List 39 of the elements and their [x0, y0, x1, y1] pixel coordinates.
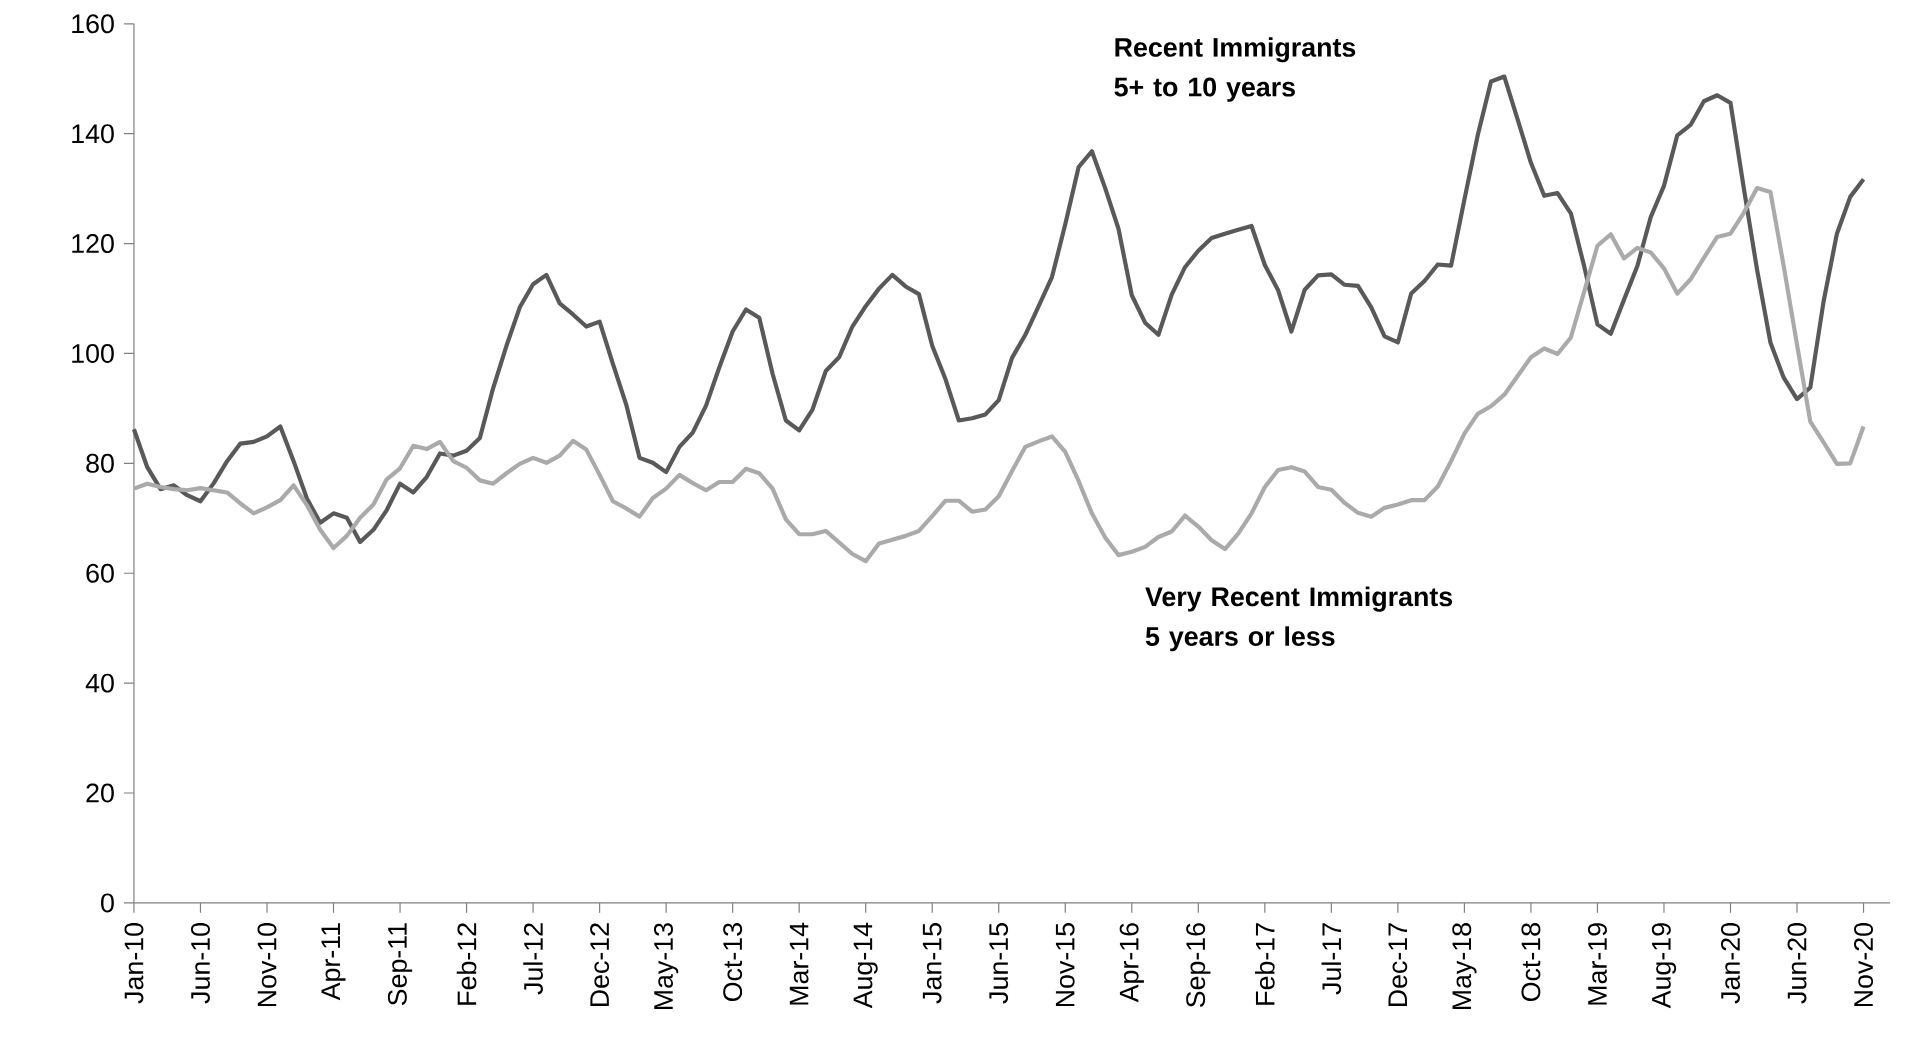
x-tick-label: Feb-17 — [1254, 923, 1275, 1005]
x-tick-label: Aug-14 — [853, 922, 878, 1009]
x-tick-label: Apr-16 — [1119, 923, 1144, 1003]
x-tick-label: Jan-10 — [124, 923, 144, 1004]
y-tick-label: 160 — [72, 14, 114, 34]
x-tick-label: Jun-20 — [1787, 923, 1807, 1004]
x-tick-label: Jan-15 — [922, 923, 942, 1004]
x-tick-label: Jul-12 — [523, 923, 543, 995]
y-tick-label: 140 — [72, 124, 114, 144]
x-tick-label: Sep-11 — [387, 923, 413, 1006]
x-tick-label: Oct-18 — [1521, 923, 1541, 1002]
y-tick-label: 20 — [86, 783, 114, 803]
x-tick-label: Aug-19 — [1651, 923, 1677, 1009]
x-tick-label: Jun-10 — [190, 923, 210, 1004]
x-tick-label: Oct-13 — [723, 923, 743, 1002]
x-tick-label: Dec-12 — [590, 923, 610, 1007]
x-tick-label: Nov-10 — [257, 923, 277, 1007]
x-tick-label: Feb-12 — [456, 923, 477, 1005]
x-tick-label: Mar-19 — [1587, 923, 1607, 1005]
x-tick-label: Apr-11 — [321, 923, 346, 1001]
x-tick-label: May-13 — [654, 923, 679, 1010]
x-tick-label: Nov-15 — [1055, 923, 1075, 1007]
x-tick-label: Dec-17 — [1388, 923, 1408, 1007]
text: Recent Immigrants 5+ to 10 years — [1114, 37, 1356, 103]
x-tick-label: Mar-14 — [789, 922, 809, 1005]
y-tick-label: 80 — [86, 454, 114, 474]
y-tick-label: 0 — [101, 893, 114, 913]
line-series — [131, 74, 1866, 545]
y-tick-label: 120 — [72, 234, 114, 254]
x-tick-label: Sep-16 — [1186, 923, 1211, 1008]
x-tick-label: May-18 — [1452, 923, 1477, 1010]
y-tick-label: 40 — [85, 673, 114, 693]
y-tick-label: 60 — [86, 563, 114, 583]
x-tick-label: Jul-17 — [1321, 923, 1342, 995]
x-tick-label: Jan-20 — [1721, 923, 1740, 1004]
y-tick-label: 100 — [72, 344, 114, 364]
x-tick-label: Jun-15 — [989, 923, 1009, 1004]
series-label: Very Recent Immigrants 5 years or less — [1145, 586, 1453, 652]
x-tick-label: Nov-20 — [1854, 923, 1874, 1007]
